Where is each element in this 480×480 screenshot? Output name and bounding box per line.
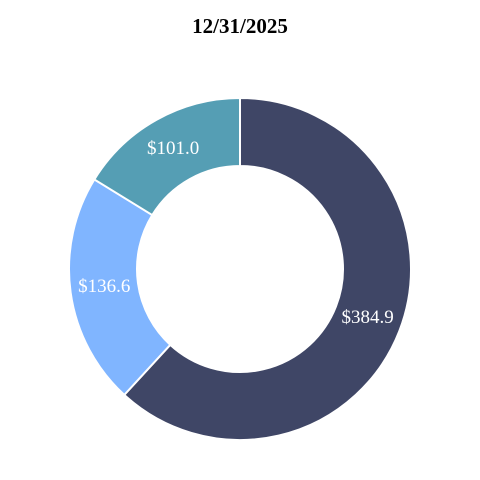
donut-slice-0	[122, 96, 412, 441]
slice-label-2: $101.0	[147, 138, 199, 159]
donut-slice-1	[68, 178, 172, 397]
slice-label-1: $136.6	[78, 276, 130, 297]
chart-title: 12/31/2025	[192, 14, 288, 38]
slice-label-0: $384.9	[342, 307, 394, 328]
donut-slice-2	[92, 96, 241, 217]
